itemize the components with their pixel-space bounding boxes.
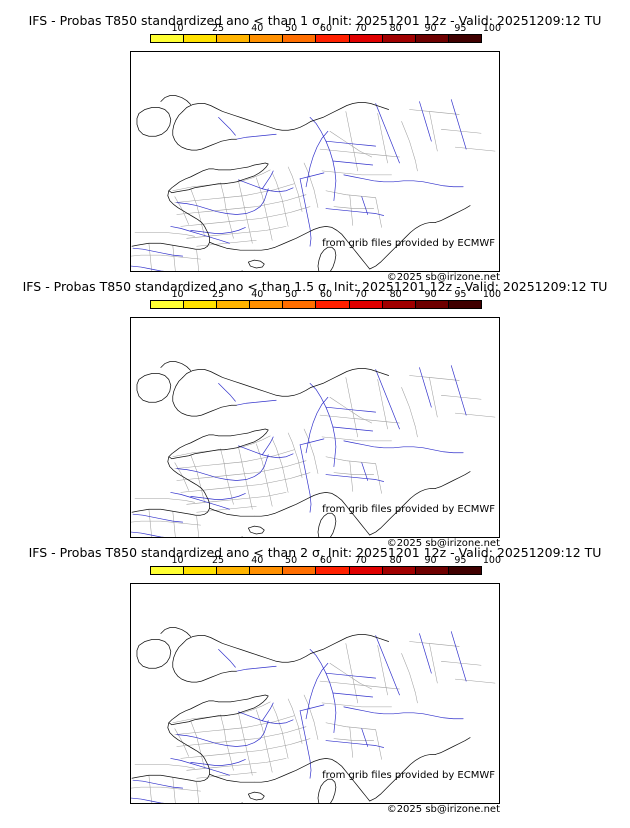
copyright-notice: ©2025 sb@irizone.net (386, 804, 500, 815)
colorbar-segment (184, 567, 218, 574)
copyright-notice: ©2025 sb@irizone.net (386, 272, 500, 283)
colorbar-segment (151, 567, 185, 574)
colorbar-segment (415, 35, 449, 42)
colorbar-tick: 70 (354, 289, 367, 300)
colorbar-1: 10 25 40 50 60 70 80 90 95 100 (150, 23, 502, 43)
copyright-notice: ©2025 sb@irizone.net (386, 538, 500, 549)
colorbar-segment (316, 567, 350, 574)
colorbar-segment (283, 567, 317, 574)
colorbar-tick: 10 (171, 23, 184, 34)
colorbar-gradient (150, 566, 482, 575)
colorbar-2: 10 25 40 50 60 70 80 90 95 100 (150, 289, 502, 309)
colorbar-tick: 50 (285, 555, 298, 566)
colorbar-segment (382, 35, 416, 42)
colorbar-tick: 70 (354, 23, 367, 34)
colorbar-segment (283, 35, 317, 42)
colorbar-tick: 100 (482, 555, 502, 566)
colorbar-segment (250, 567, 284, 574)
map-svg (131, 361, 496, 537)
panel-title: IFS - Probas T850 standardized ano < tha… (28, 13, 602, 28)
map-canvas-3[interactable]: from grib files provided by ECMWF (130, 583, 500, 804)
colorbar-segment (184, 301, 218, 308)
colorbar-segment (184, 35, 218, 42)
panel-title: IFS - Probas T850 standardized ano < tha… (28, 545, 602, 560)
coastline-layer (131, 627, 471, 803)
colorbar-tick: 10 (171, 289, 184, 300)
colorbar-segment (316, 301, 350, 308)
rivers-layer (131, 631, 467, 803)
colorbar-segment (349, 35, 383, 42)
colorbar-segment (283, 301, 317, 308)
map-canvas-2[interactable]: from grib files provided by ECMWF (130, 317, 500, 538)
forecast-panel-2: IFS - Probas T850 standardized ano < tha… (0, 266, 630, 550)
colorbar-tick: 25 (212, 23, 225, 34)
source-credit: from grib files provided by ECMWF (322, 504, 495, 515)
colorbar-segment (316, 35, 350, 42)
colorbar-segment (382, 301, 416, 308)
colorbar-tick: 60 (319, 23, 332, 34)
source-credit: from grib files provided by ECMWF (322, 238, 495, 249)
colorbar-segment (151, 301, 185, 308)
colorbar-tick: 90 (424, 23, 437, 34)
colorbar-tick-labels: 10 25 40 50 60 70 80 90 95 100 (150, 555, 502, 566)
colorbar-segment (349, 301, 383, 308)
borders-layer (131, 641, 496, 803)
coastline-layer (131, 361, 471, 537)
rivers-layer (131, 365, 467, 537)
map-svg (131, 627, 496, 803)
colorbar-tick: 80 (389, 555, 402, 566)
colorbar-tick: 60 (319, 289, 332, 300)
colorbar-segment (448, 35, 481, 42)
colorbar-tick: 40 (251, 289, 264, 300)
colorbar-tick: 10 (171, 555, 184, 566)
forecast-panel-1: IFS - Probas T850 standardized ano < tha… (0, 0, 630, 284)
colorbar-tick: 90 (424, 289, 437, 300)
colorbar-tick: 60 (319, 555, 332, 566)
colorbar-tick: 95 (454, 289, 467, 300)
colorbar-tick: 50 (285, 23, 298, 34)
map-canvas-1[interactable]: from grib files provided by ECMWF (130, 51, 500, 272)
colorbar-segment (415, 301, 449, 308)
colorbar-tick: 100 (482, 23, 502, 34)
coastline-layer (131, 95, 471, 271)
borders-layer (131, 375, 496, 537)
panel-title: IFS - Probas T850 standardized ano < tha… (22, 279, 608, 294)
colorbar-segment (349, 567, 383, 574)
colorbar-tick-labels: 10 25 40 50 60 70 80 90 95 100 (150, 23, 502, 34)
colorbar-segment (151, 35, 185, 42)
colorbar-3: 10 25 40 50 60 70 80 90 95 100 (150, 555, 502, 575)
map-svg (131, 95, 496, 271)
colorbar-tick: 40 (251, 23, 264, 34)
colorbar-tick-labels: 10 25 40 50 60 70 80 90 95 100 (150, 289, 502, 300)
colorbar-tick: 40 (251, 555, 264, 566)
colorbar-segment (415, 567, 449, 574)
colorbar-tick: 70 (354, 555, 367, 566)
colorbar-tick: 25 (212, 555, 225, 566)
colorbar-tick: 80 (389, 289, 402, 300)
colorbar-segment (448, 301, 481, 308)
colorbar-tick: 95 (454, 555, 467, 566)
forecast-panel-3: IFS - Probas T850 standardized ano < tha… (0, 532, 630, 816)
rivers-layer (131, 99, 467, 271)
colorbar-tick: 50 (285, 289, 298, 300)
colorbar-tick: 95 (454, 23, 467, 34)
colorbar-gradient (150, 300, 482, 309)
colorbar-segment (217, 567, 251, 574)
colorbar-tick: 80 (389, 23, 402, 34)
colorbar-segment (448, 567, 481, 574)
colorbar-tick: 90 (424, 555, 437, 566)
colorbar-segment (382, 567, 416, 574)
colorbar-segment (250, 35, 284, 42)
colorbar-segment (217, 35, 251, 42)
colorbar-segment (250, 301, 284, 308)
colorbar-gradient (150, 34, 482, 43)
source-credit: from grib files provided by ECMWF (322, 770, 495, 781)
colorbar-tick: 25 (212, 289, 225, 300)
colorbar-tick: 100 (482, 289, 502, 300)
colorbar-segment (217, 301, 251, 308)
